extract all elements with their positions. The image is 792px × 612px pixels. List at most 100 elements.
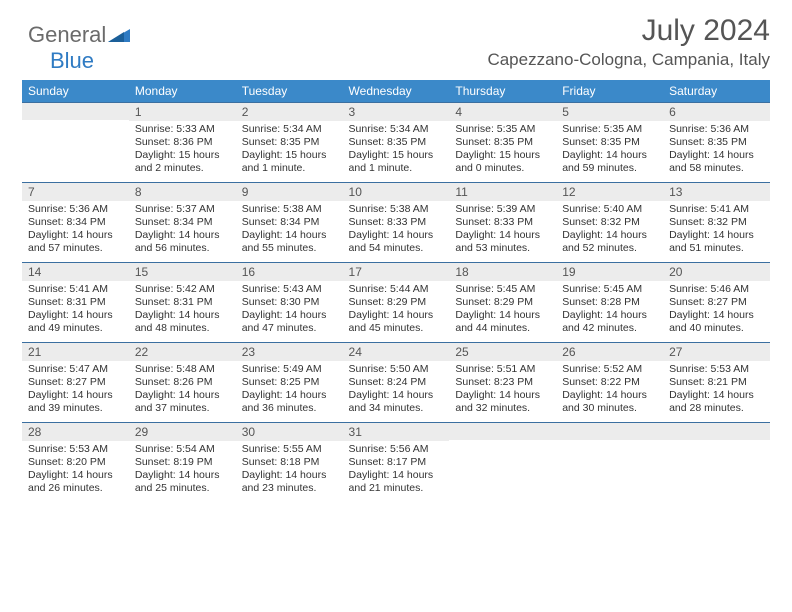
day-detail-line: Sunset: 8:32 PM: [562, 216, 657, 229]
day-detail-line: Sunset: 8:34 PM: [242, 216, 337, 229]
calendar-weekday-header: SundayMondayTuesdayWednesdayThursdayFrid…: [22, 80, 770, 103]
day-detail-line: and 2 minutes.: [135, 162, 230, 175]
day-detail-line: Sunrise: 5:45 AM: [455, 283, 550, 296]
day-number: 1: [129, 103, 236, 121]
day-detail-line: and 47 minutes.: [242, 322, 337, 335]
logo-word-blue: Blue: [28, 48, 94, 73]
day-number: 12: [556, 183, 663, 201]
day-detail-line: and 44 minutes.: [455, 322, 550, 335]
day-number: 6: [663, 103, 770, 121]
day-detail-line: Daylight: 14 hours: [669, 389, 764, 402]
day-detail-line: Sunset: 8:35 PM: [562, 136, 657, 149]
day-details: Sunrise: 5:37 AMSunset: 8:34 PMDaylight:…: [129, 201, 236, 260]
calendar-day-cell: [449, 423, 556, 503]
day-number: 25: [449, 343, 556, 361]
day-detail-line: Sunrise: 5:34 AM: [349, 123, 444, 136]
day-detail-line: Daylight: 15 hours: [349, 149, 444, 162]
calendar-day-cell: 12Sunrise: 5:40 AMSunset: 8:32 PMDayligh…: [556, 183, 663, 263]
day-detail-line: Sunset: 8:31 PM: [135, 296, 230, 309]
calendar-day-cell: 2Sunrise: 5:34 AMSunset: 8:35 PMDaylight…: [236, 103, 343, 183]
day-detail-line: Daylight: 14 hours: [669, 309, 764, 322]
day-detail-line: Sunrise: 5:42 AM: [135, 283, 230, 296]
day-detail-line: and 36 minutes.: [242, 402, 337, 415]
day-details: Sunrise: 5:42 AMSunset: 8:31 PMDaylight:…: [129, 281, 236, 340]
day-details: Sunrise: 5:55 AMSunset: 8:18 PMDaylight:…: [236, 441, 343, 500]
day-detail-line: Sunrise: 5:50 AM: [349, 363, 444, 376]
day-detail-line: and 34 minutes.: [349, 402, 444, 415]
day-detail-line: and 23 minutes.: [242, 482, 337, 495]
day-number: 28: [22, 423, 129, 441]
day-detail-line: and 51 minutes.: [669, 242, 764, 255]
day-details: Sunrise: 5:45 AMSunset: 8:28 PMDaylight:…: [556, 281, 663, 340]
day-detail-line: Sunset: 8:24 PM: [349, 376, 444, 389]
day-detail-line: Sunrise: 5:36 AM: [28, 203, 123, 216]
day-detail-line: Sunset: 8:25 PM: [242, 376, 337, 389]
day-details: Sunrise: 5:38 AMSunset: 8:34 PMDaylight:…: [236, 201, 343, 260]
day-detail-line: Daylight: 14 hours: [562, 149, 657, 162]
day-number: 27: [663, 343, 770, 361]
day-detail-line: Sunrise: 5:54 AM: [135, 443, 230, 456]
logo-triangle-icon: [108, 26, 130, 42]
calendar-day-cell: 24Sunrise: 5:50 AMSunset: 8:24 PMDayligh…: [343, 343, 450, 423]
day-detail-line: Sunset: 8:30 PM: [242, 296, 337, 309]
day-detail-line: Sunset: 8:35 PM: [455, 136, 550, 149]
day-detail-line: Daylight: 14 hours: [455, 229, 550, 242]
calendar-day-cell: 20Sunrise: 5:46 AMSunset: 8:27 PMDayligh…: [663, 263, 770, 343]
day-detail-line: and 39 minutes.: [28, 402, 123, 415]
calendar-table: SundayMondayTuesdayWednesdayThursdayFrid…: [22, 80, 770, 503]
day-detail-line: Sunset: 8:23 PM: [455, 376, 550, 389]
calendar-day-cell: 19Sunrise: 5:45 AMSunset: 8:28 PMDayligh…: [556, 263, 663, 343]
calendar-day-cell: 7Sunrise: 5:36 AMSunset: 8:34 PMDaylight…: [22, 183, 129, 263]
day-number: 30: [236, 423, 343, 441]
day-details: Sunrise: 5:49 AMSunset: 8:25 PMDaylight:…: [236, 361, 343, 420]
day-number: 31: [343, 423, 450, 441]
day-detail-line: Daylight: 14 hours: [349, 309, 444, 322]
day-detail-line: and 32 minutes.: [455, 402, 550, 415]
day-number: 22: [129, 343, 236, 361]
day-detail-line: Sunrise: 5:39 AM: [455, 203, 550, 216]
calendar-day-cell: 6Sunrise: 5:36 AMSunset: 8:35 PMDaylight…: [663, 103, 770, 183]
weekday-header: Monday: [129, 80, 236, 103]
day-detail-line: Daylight: 14 hours: [455, 389, 550, 402]
day-detail-line: Sunset: 8:21 PM: [669, 376, 764, 389]
day-number: 4: [449, 103, 556, 121]
day-number: [556, 423, 663, 440]
day-detail-line: Sunset: 8:17 PM: [349, 456, 444, 469]
day-detail-line: Sunrise: 5:35 AM: [562, 123, 657, 136]
day-detail-line: Sunset: 8:34 PM: [28, 216, 123, 229]
day-detail-line: and 42 minutes.: [562, 322, 657, 335]
day-number: 20: [663, 263, 770, 281]
day-detail-line: and 21 minutes.: [349, 482, 444, 495]
calendar-day-cell: 26Sunrise: 5:52 AMSunset: 8:22 PMDayligh…: [556, 343, 663, 423]
day-detail-line: Daylight: 15 hours: [242, 149, 337, 162]
day-details: Sunrise: 5:36 AMSunset: 8:35 PMDaylight:…: [663, 121, 770, 180]
day-detail-line: Sunrise: 5:38 AM: [349, 203, 444, 216]
day-detail-line: Daylight: 14 hours: [242, 309, 337, 322]
calendar-day-cell: 10Sunrise: 5:38 AMSunset: 8:33 PMDayligh…: [343, 183, 450, 263]
day-detail-line: Daylight: 14 hours: [562, 309, 657, 322]
day-detail-line: Sunrise: 5:55 AM: [242, 443, 337, 456]
calendar-day-cell: 1Sunrise: 5:33 AMSunset: 8:36 PMDaylight…: [129, 103, 236, 183]
day-details: Sunrise: 5:39 AMSunset: 8:33 PMDaylight:…: [449, 201, 556, 260]
day-detail-line: Daylight: 14 hours: [28, 389, 123, 402]
day-detail-line: Sunrise: 5:53 AM: [28, 443, 123, 456]
day-detail-line: Daylight: 14 hours: [135, 469, 230, 482]
day-details: Sunrise: 5:41 AMSunset: 8:32 PMDaylight:…: [663, 201, 770, 260]
day-detail-line: Sunset: 8:35 PM: [349, 136, 444, 149]
day-details: Sunrise: 5:46 AMSunset: 8:27 PMDaylight:…: [663, 281, 770, 340]
day-detail-line: Sunset: 8:20 PM: [28, 456, 123, 469]
calendar-day-cell: 16Sunrise: 5:43 AMSunset: 8:30 PMDayligh…: [236, 263, 343, 343]
day-details: Sunrise: 5:43 AMSunset: 8:30 PMDaylight:…: [236, 281, 343, 340]
calendar-day-cell: 31Sunrise: 5:56 AMSunset: 8:17 PMDayligh…: [343, 423, 450, 503]
day-detail-line: Sunrise: 5:49 AM: [242, 363, 337, 376]
day-details: Sunrise: 5:53 AMSunset: 8:21 PMDaylight:…: [663, 361, 770, 420]
day-details: Sunrise: 5:56 AMSunset: 8:17 PMDaylight:…: [343, 441, 450, 500]
day-detail-line: Daylight: 14 hours: [28, 229, 123, 242]
weekday-header: Saturday: [663, 80, 770, 103]
day-detail-line: Sunset: 8:33 PM: [349, 216, 444, 229]
day-detail-line: Sunset: 8:36 PM: [135, 136, 230, 149]
day-detail-line: and 45 minutes.: [349, 322, 444, 335]
day-detail-line: and 49 minutes.: [28, 322, 123, 335]
day-number: 9: [236, 183, 343, 201]
day-number: 13: [663, 183, 770, 201]
